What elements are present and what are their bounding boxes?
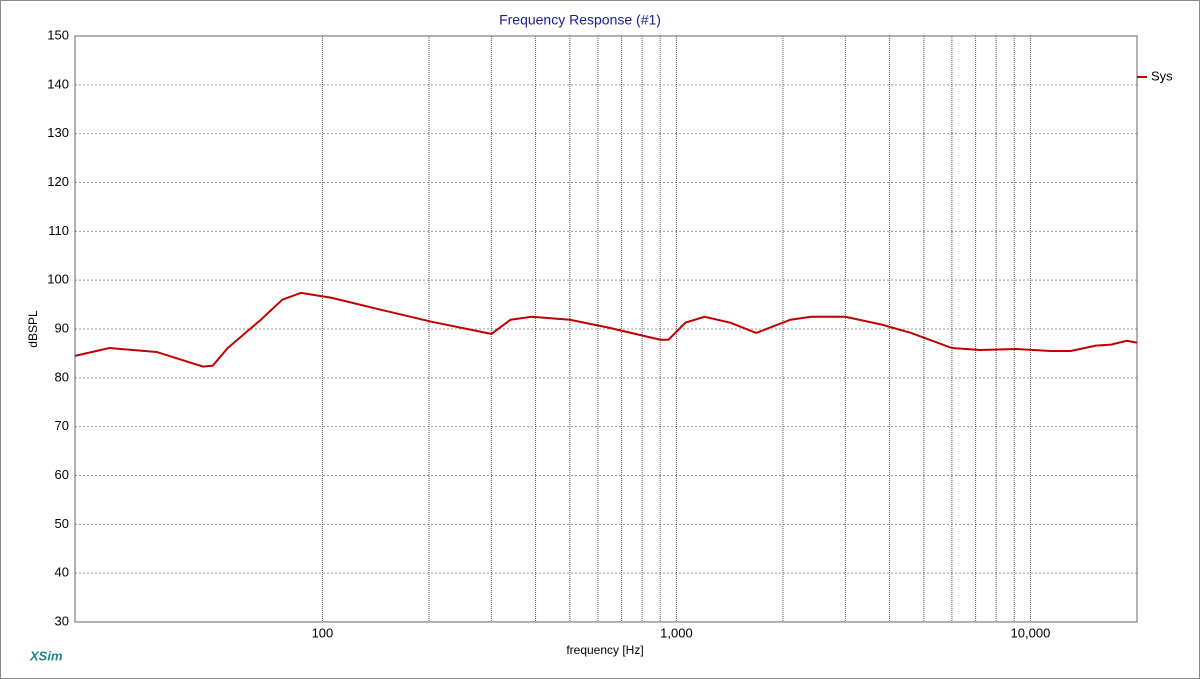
- x-tick-label: 10,000: [1011, 625, 1051, 640]
- legend-label: Sys: [1151, 68, 1173, 83]
- y-axis-label: dBSPL: [26, 310, 40, 348]
- series-line: [74, 291, 1138, 368]
- x-tick-label: 100: [312, 625, 334, 640]
- x-tick-label: 1,000: [660, 625, 693, 640]
- y-tick-label: 130: [47, 125, 69, 140]
- x-axis-label: frequency [Hz]: [566, 643, 643, 657]
- y-tick-label: 120: [47, 174, 69, 189]
- y-tick-label: 80: [55, 369, 69, 384]
- y-tick-label: 50: [55, 516, 69, 531]
- y-tick-label: 100: [47, 272, 69, 287]
- y-tick-label: 60: [55, 467, 69, 482]
- watermark: XSim: [29, 648, 63, 663]
- y-tick-label: 140: [47, 76, 69, 91]
- y-tick-label: 110: [48, 223, 69, 238]
- y-tick-label: 40: [55, 565, 69, 580]
- y-tick-label: 30: [55, 613, 69, 628]
- chart-title: Frequency Response (#1): [499, 12, 661, 28]
- plot-border: [74, 35, 1138, 623]
- y-tick-label: 150: [47, 27, 69, 42]
- y-tick-label: 90: [55, 320, 69, 335]
- y-tick-label: 70: [55, 418, 69, 433]
